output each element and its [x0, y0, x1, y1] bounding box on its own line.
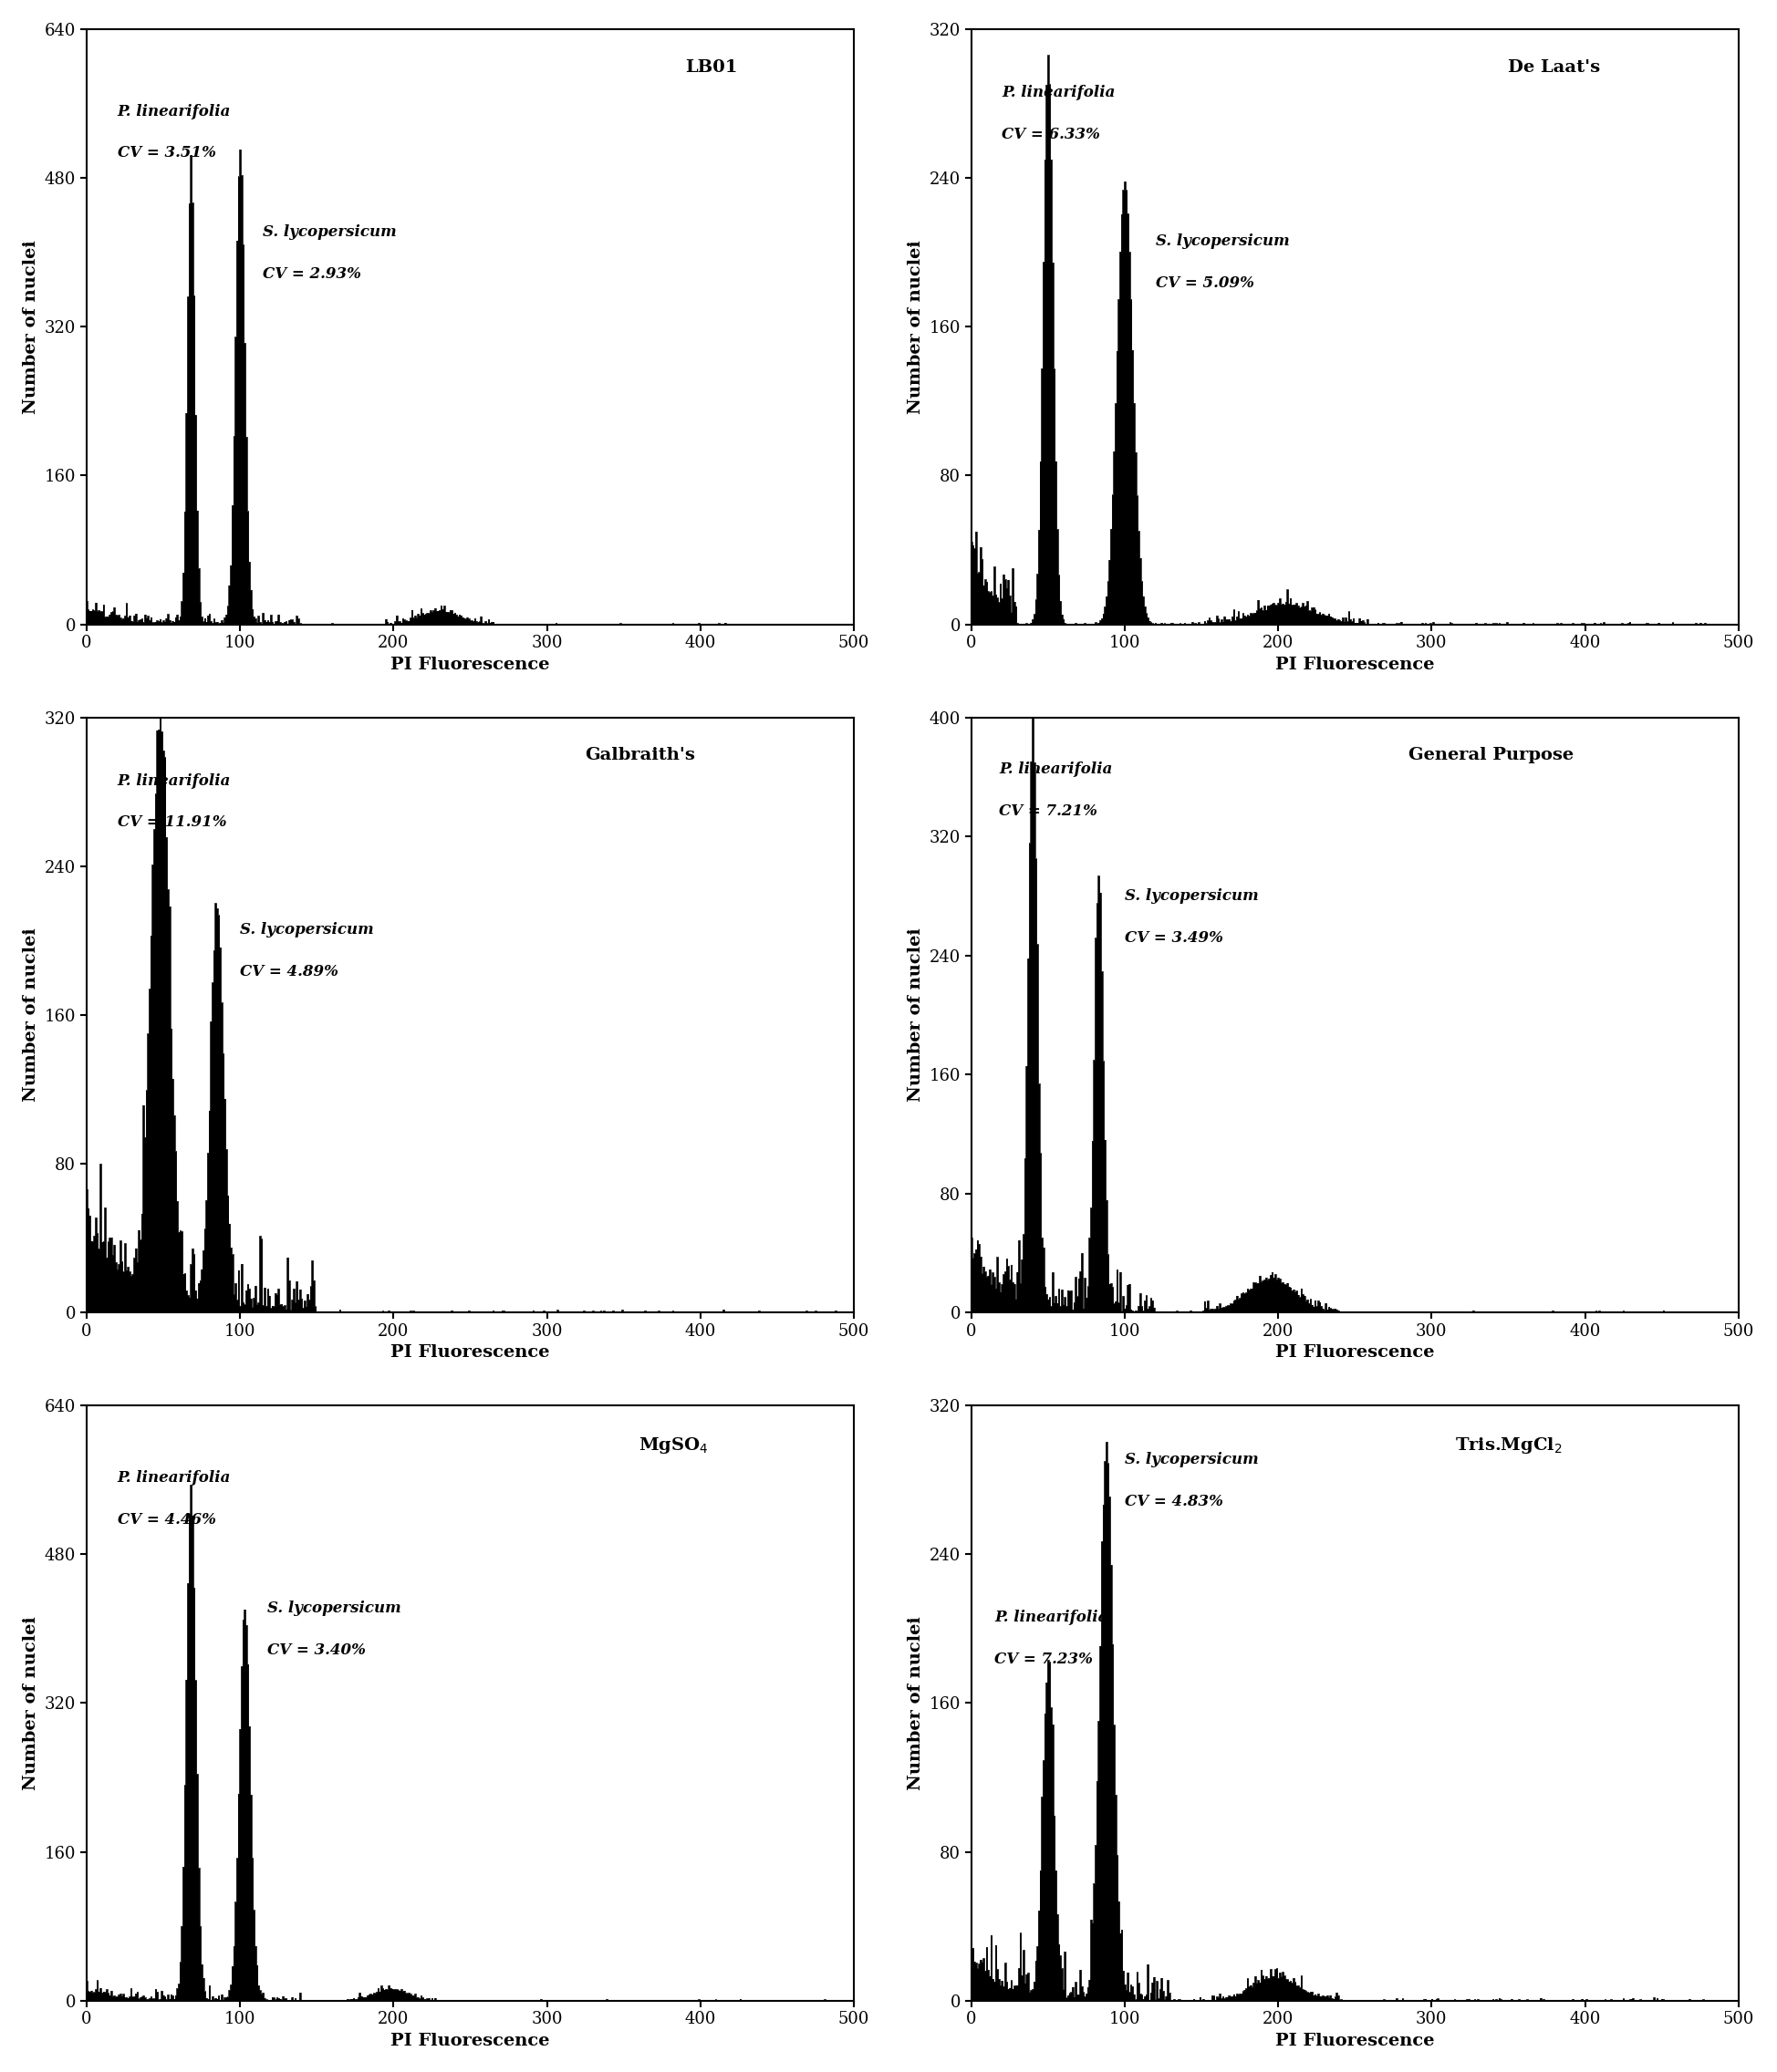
X-axis label: PI Fluorescence: PI Fluorescence — [391, 1345, 549, 1361]
Text: CV = 4.83%: CV = 4.83% — [1125, 1494, 1223, 1508]
Text: CV = 7.23%: CV = 7.23% — [995, 1651, 1093, 1668]
Text: CV = 6.33%: CV = 6.33% — [1002, 126, 1100, 143]
Text: P. linearifolia: P. linearifolia — [117, 1471, 231, 1486]
Text: Galbraith's: Galbraith's — [585, 748, 695, 762]
X-axis label: PI Fluorescence: PI Fluorescence — [391, 2033, 549, 2049]
X-axis label: PI Fluorescence: PI Fluorescence — [391, 657, 549, 673]
Text: P. linearifolia: P. linearifolia — [999, 762, 1112, 777]
Text: CV = 2.93%: CV = 2.93% — [263, 265, 361, 282]
Y-axis label: Number of nuclei: Number of nuclei — [23, 928, 39, 1102]
Text: S. lycopersicum: S. lycopersicum — [240, 922, 373, 937]
Y-axis label: Number of nuclei: Number of nuclei — [23, 240, 39, 414]
Text: CV = 3.51%: CV = 3.51% — [117, 145, 215, 162]
Text: CV = 3.40%: CV = 3.40% — [268, 1643, 366, 1658]
Text: CV = 11.91%: CV = 11.91% — [117, 814, 226, 831]
Y-axis label: Number of nuclei: Number of nuclei — [908, 240, 924, 414]
Text: P. linearifolia: P. linearifolia — [117, 104, 231, 118]
Text: S. lycopersicum: S. lycopersicum — [268, 1602, 402, 1616]
X-axis label: PI Fluorescence: PI Fluorescence — [1276, 2033, 1434, 2049]
Text: P. linearifolia: P. linearifolia — [117, 773, 231, 789]
Text: Tris.MgCl$_2$: Tris.MgCl$_2$ — [1455, 1436, 1562, 1455]
X-axis label: PI Fluorescence: PI Fluorescence — [1276, 1345, 1434, 1361]
Text: CV = 4.89%: CV = 4.89% — [240, 963, 338, 980]
Text: LB01: LB01 — [684, 58, 737, 75]
Text: De Laat's: De Laat's — [1509, 58, 1601, 75]
Text: P. linearifolia: P. linearifolia — [995, 1610, 1107, 1627]
Text: CV = 7.21%: CV = 7.21% — [999, 804, 1096, 818]
Text: S. lycopersicum: S. lycopersicum — [1125, 889, 1258, 903]
Text: CV = 5.09%: CV = 5.09% — [1155, 276, 1255, 290]
Y-axis label: Number of nuclei: Number of nuclei — [908, 928, 924, 1102]
Text: CV = 3.49%: CV = 3.49% — [1125, 930, 1223, 945]
Y-axis label: Number of nuclei: Number of nuclei — [23, 1616, 39, 1790]
X-axis label: PI Fluorescence: PI Fluorescence — [1276, 657, 1434, 673]
Text: CV = 4.46%: CV = 4.46% — [117, 1513, 215, 1527]
Text: MgSO$_4$: MgSO$_4$ — [640, 1436, 709, 1455]
Text: S. lycopersicum: S. lycopersicum — [1155, 234, 1290, 249]
Y-axis label: Number of nuclei: Number of nuclei — [908, 1616, 924, 1790]
Text: P. linearifolia: P. linearifolia — [1002, 85, 1116, 99]
Text: S. lycopersicum: S. lycopersicum — [1125, 1452, 1258, 1467]
Text: S. lycopersicum: S. lycopersicum — [263, 224, 396, 240]
Text: General Purpose: General Purpose — [1409, 748, 1574, 762]
